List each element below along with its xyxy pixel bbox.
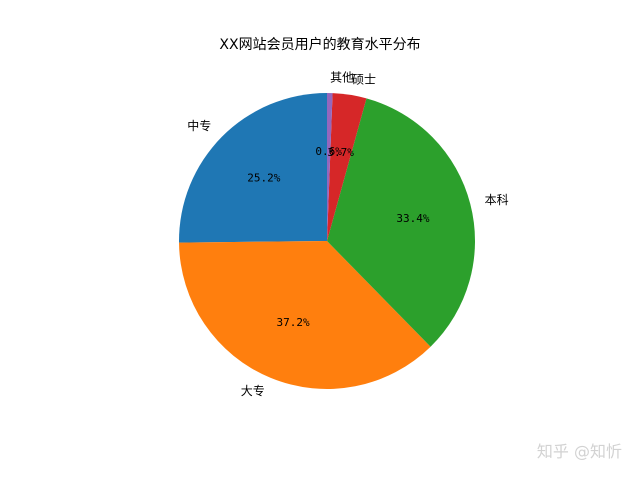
slice-percent-0: 25.2%	[247, 172, 280, 185]
slice-layer	[179, 93, 475, 389]
slice-label-0: 中专	[187, 118, 211, 133]
slice-label-3: 硕士	[352, 73, 376, 87]
slice-1	[179, 241, 431, 389]
label-layer: 中专 25.2% 大专 37.2% 本科 33.4% 硕士 3.7% 其他 0.6%	[187, 71, 508, 398]
watermark-text: 知乎 @知忻	[536, 442, 622, 461]
slice-3	[327, 93, 367, 241]
chart-title: XX网站会员用户的教育水平分布	[219, 36, 420, 53]
slice-4	[327, 93, 333, 241]
slice-label-1: 大专	[241, 383, 265, 398]
slice-percent-3: 3.7%	[327, 146, 354, 159]
slice-percent-1: 37.2%	[276, 316, 309, 329]
slice-0	[179, 93, 327, 243]
slice-percent-2: 33.4%	[396, 212, 429, 225]
slice-2	[327, 98, 475, 347]
slice-percent-4: 0.6%	[315, 145, 342, 158]
slice-label-4: 其他	[330, 71, 354, 85]
slice-label-2: 本科	[485, 193, 509, 207]
